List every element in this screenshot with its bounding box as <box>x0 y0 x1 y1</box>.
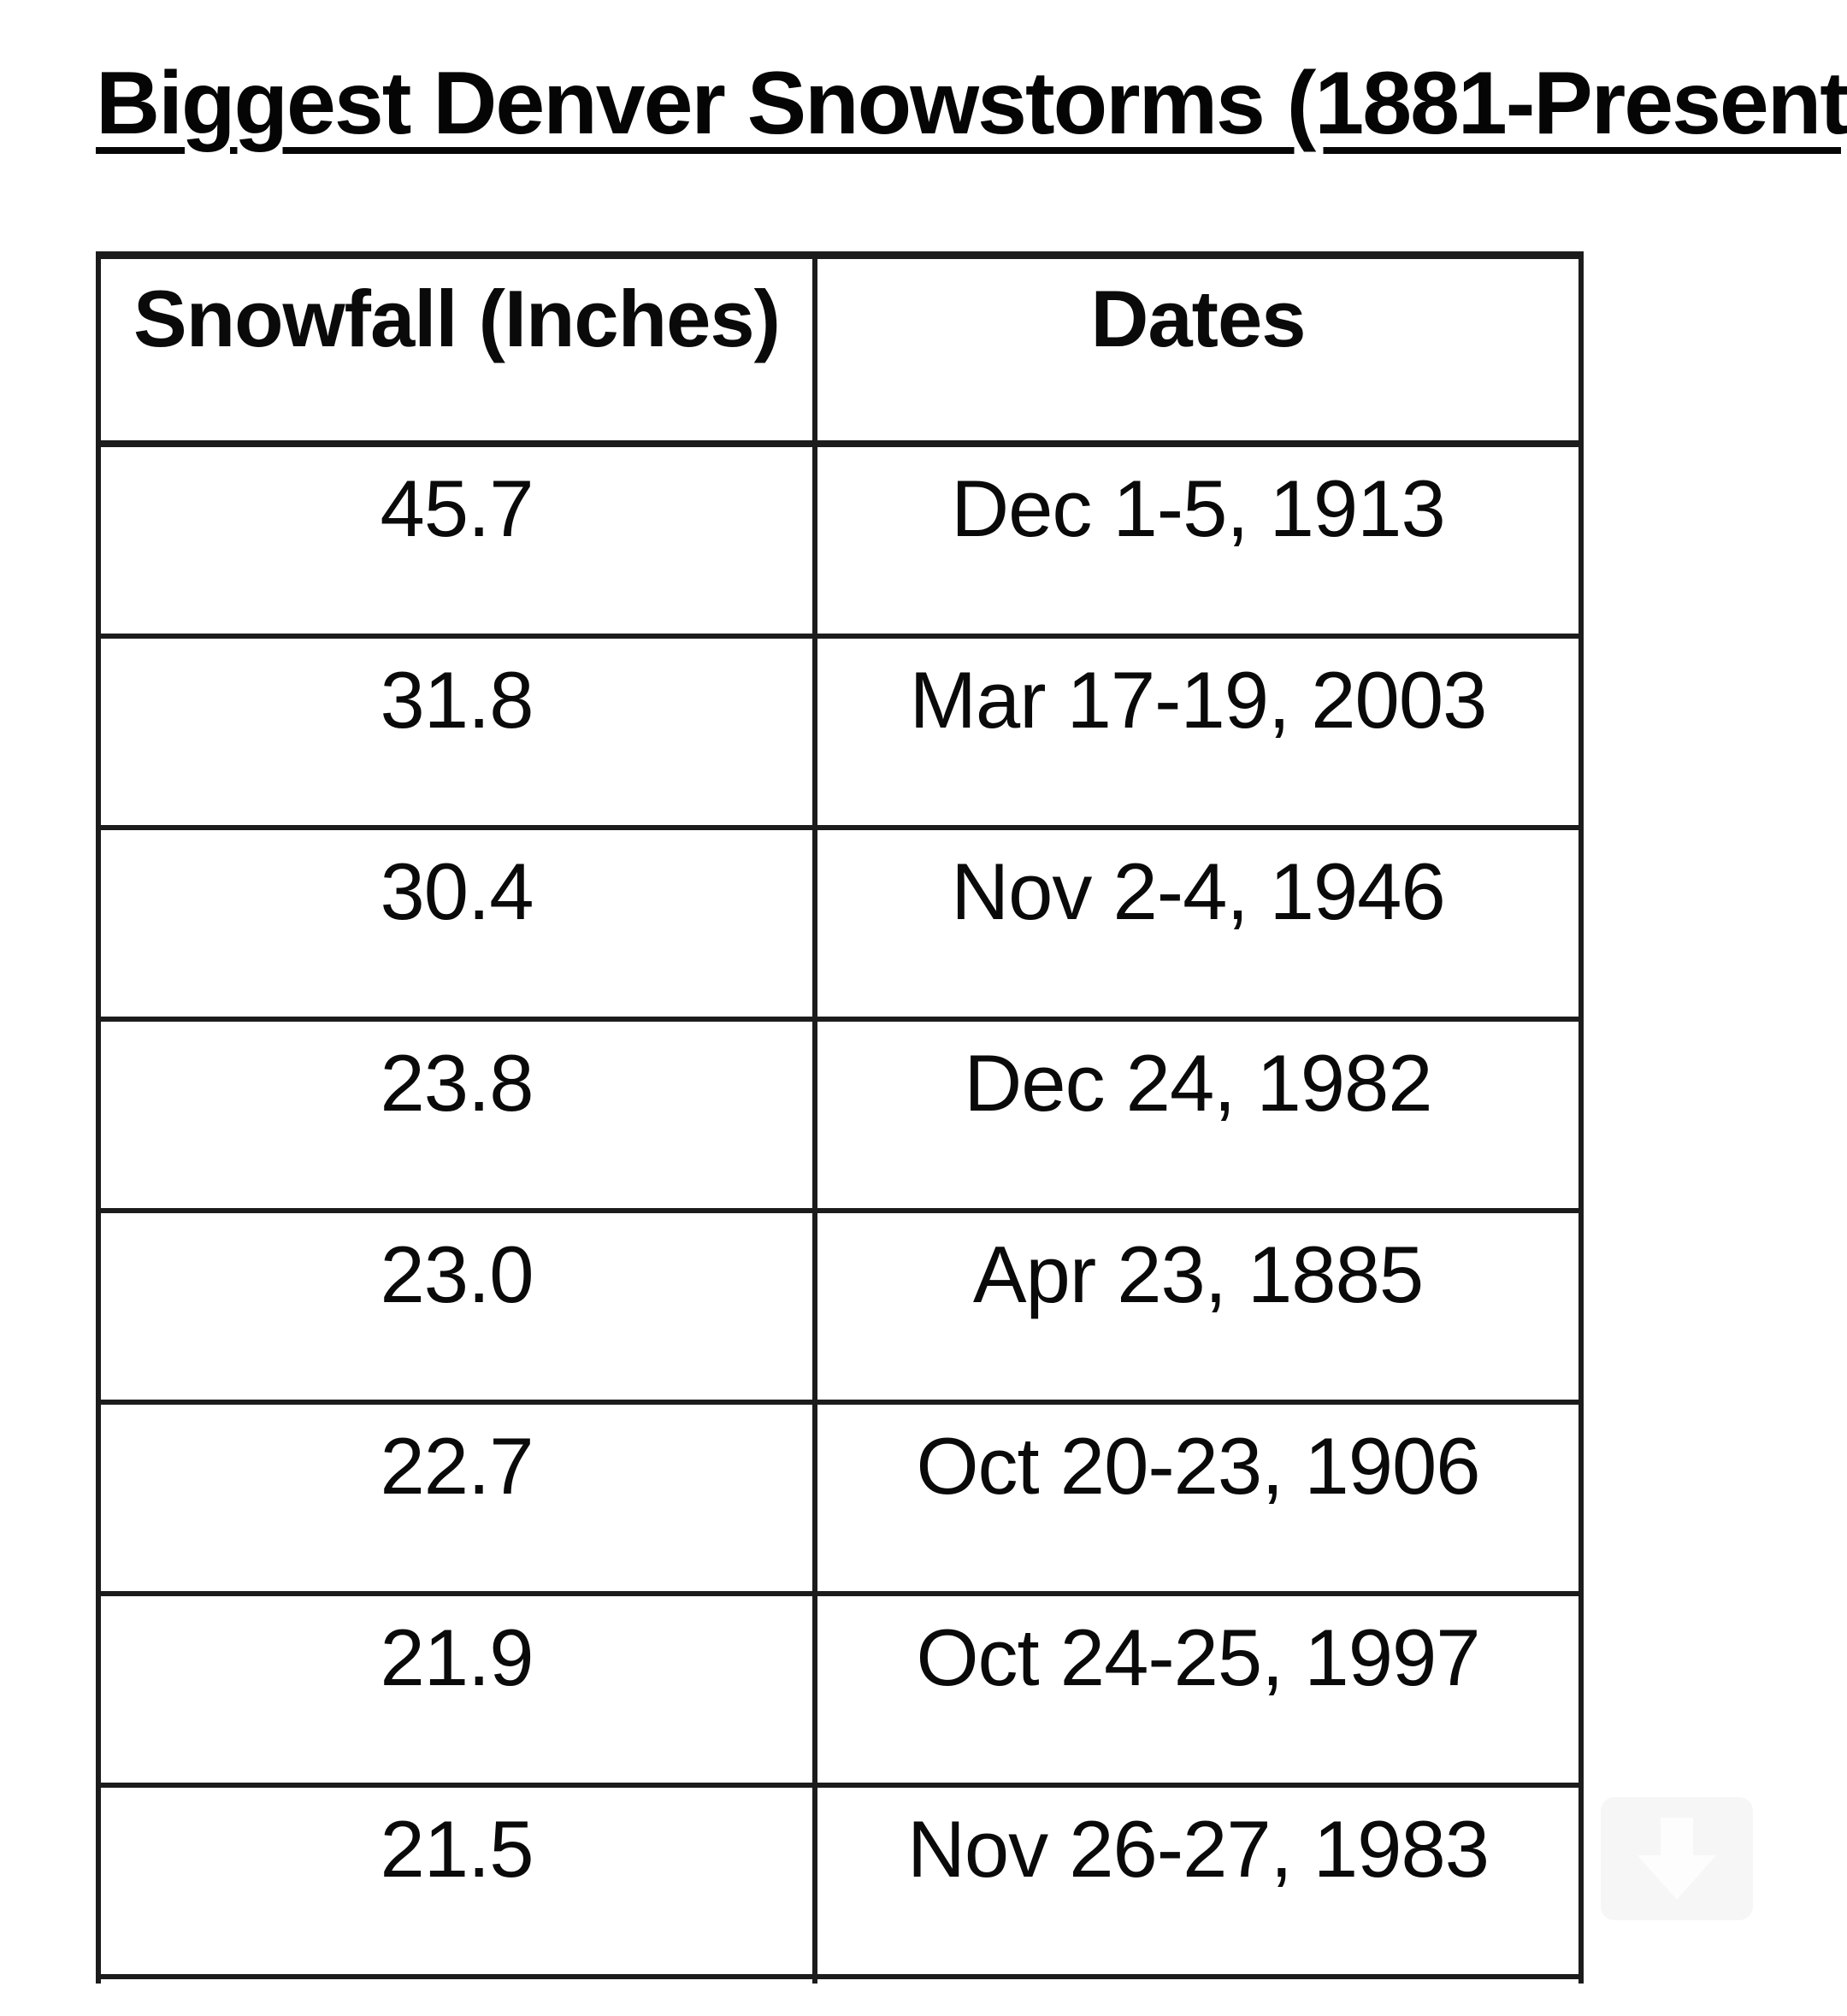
snowfall-cell: 45.7 <box>96 441 817 639</box>
snowfall-cell: 23.0 <box>96 1208 817 1405</box>
col-header-dates: Dates <box>812 251 1584 447</box>
col-header-snowfall: Snowfall (Inches) <box>96 251 817 447</box>
snowfall-cell: 22.7 <box>96 1400 817 1596</box>
header-row: Snowfall (Inches) Dates <box>96 251 1584 447</box>
table-row: 22.7 Oct 20-23, 1906 <box>96 1400 1584 1596</box>
arrow-down-icon <box>1638 1855 1716 1900</box>
snowfall-cell: 20.7 <box>96 1974 817 1984</box>
table-row: 23.0 Apr 23, 1885 <box>96 1208 1584 1405</box>
scroll-down-indicator[interactable] <box>1601 1797 1753 1920</box>
dates-cell: Dec 1-5, 1913 <box>812 441 1584 639</box>
table-row: 45.7 Dec 1-5, 1913 <box>96 441 1584 639</box>
dates-cell: Mar 17-19, 2003 <box>812 634 1584 830</box>
snowfall-cell: 23.8 <box>96 1017 817 1213</box>
page-title: Biggest Denver Snowstorms (1881-Present) <box>96 54 1847 153</box>
snowfall-cell: 31.8 <box>96 634 817 830</box>
table-row: 21.5 Nov 26-27, 1983 <box>96 1783 1584 1979</box>
dates-cell: Nov 2-4, 1946 <box>812 825 1584 1022</box>
snowfall-cell: 21.5 <box>96 1783 817 1979</box>
arrow-down-icon <box>1661 1818 1693 1857</box>
table-row: 31.8 Mar 17-19, 2003 <box>96 634 1584 830</box>
dates-cell: Oct 24-25, 1997 <box>812 1591 1584 1788</box>
snowstorm-table-wrapper: Snowfall (Inches) Dates 45.7 Dec 1-5, 191… <box>96 251 1584 1984</box>
snowfall-cell: 21.9 <box>96 1591 817 1788</box>
table-row: 21.9 Oct 24-25, 1997 <box>96 1591 1584 1788</box>
dates-cell: Nov 26-27, 1983 <box>812 1783 1584 1979</box>
dates-cell: Dec 24, 1982 <box>812 1017 1584 1213</box>
dates-cell: Apr 23, 1885 <box>812 1208 1584 1405</box>
dates-cell: Oct 20-23, 1906 <box>812 1400 1584 1596</box>
table-row: 30.4 Nov 2-4, 1946 <box>96 825 1584 1022</box>
table-body: 45.7 Dec 1-5, 1913 31.8 Mar 17-19, 2003 30.4… <box>96 441 1584 1984</box>
dates-cell: Dec 20-21, 2006 <box>812 1974 1584 1984</box>
snowstorm-table: Snowfall (Inches) Dates 45.7 Dec 1-5, 191… <box>96 251 1584 1984</box>
snowfall-cell: 30.4 <box>96 825 817 1022</box>
table-row: 23.8 Dec 24, 1982 <box>96 1017 1584 1213</box>
